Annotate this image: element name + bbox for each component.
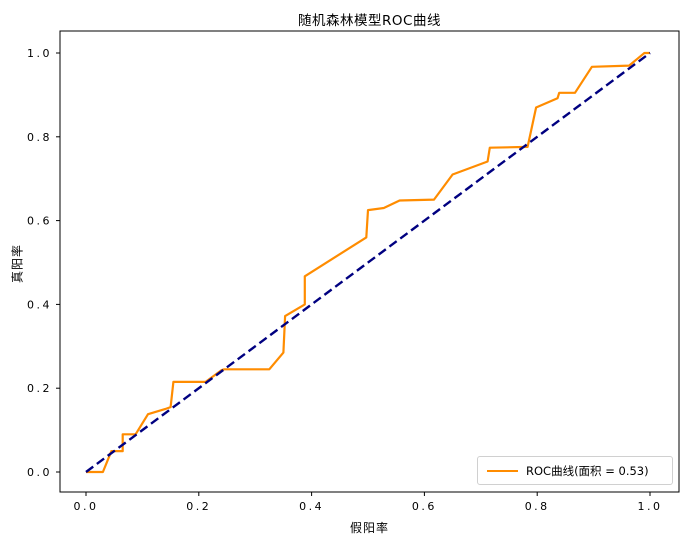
y-tick-label: 1.0 [27, 47, 52, 60]
y-axis-label: 真阳率 [10, 244, 25, 284]
x-tick-label: 0.0 [74, 500, 99, 513]
axes-frame [59, 30, 680, 493]
x-tick-label: 1.0 [638, 500, 663, 513]
x-tick-label: 0.8 [525, 500, 550, 513]
x-tick-label: 0.2 [186, 500, 211, 513]
y-tick-label: 0.2 [27, 382, 52, 395]
x-axis-label: 假阳率 [349, 521, 389, 535]
legend-roc-label: ROC曲线(面积 = 0.53) [526, 463, 649, 478]
y-tick-label: 0.0 [27, 466, 52, 479]
reference-diagonal-line [85, 52, 651, 473]
legend-box: ROC曲线(面积 = 0.53) [477, 456, 673, 485]
legend-roc-line-sample [487, 469, 518, 472]
roc-curve-line [86, 51, 650, 474]
x-tick-label: 0.6 [412, 500, 437, 513]
x-tick-label: 0.4 [299, 500, 324, 513]
y-tick-label: 0.8 [27, 131, 52, 144]
y-tick-label: 0.6 [27, 215, 52, 228]
y-tick-label: 0.4 [27, 298, 52, 311]
chart-title: 随机森林模型ROC曲线 [298, 13, 441, 29]
